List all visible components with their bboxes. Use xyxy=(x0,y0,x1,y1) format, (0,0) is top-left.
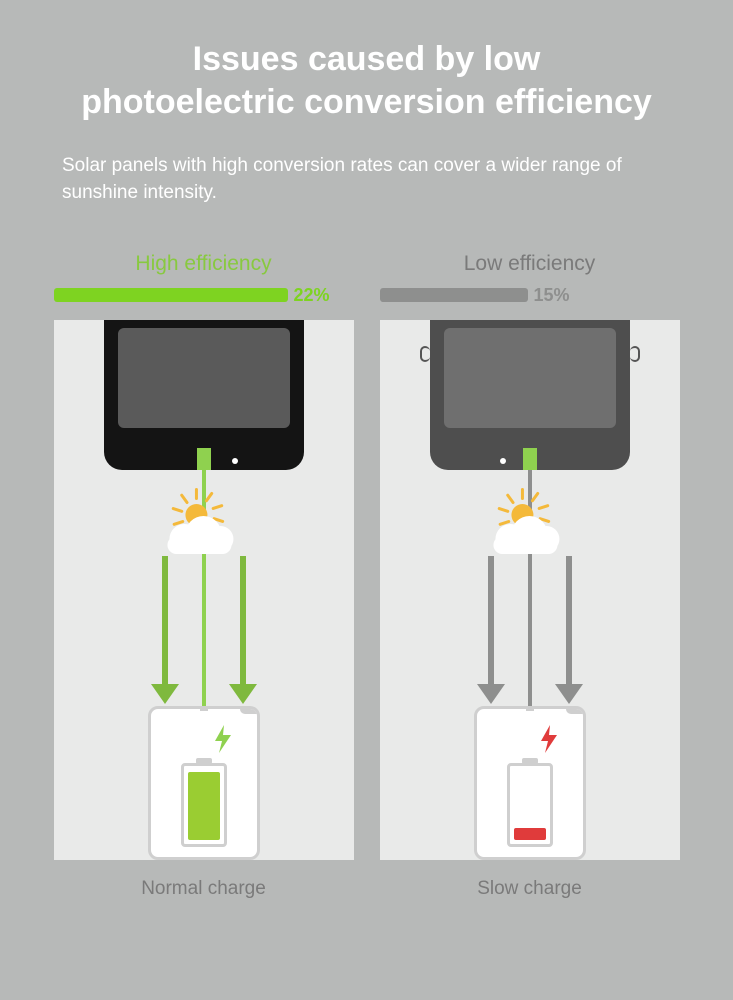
column-low-efficiency: Low efficiency 15% xyxy=(380,252,680,900)
phone-icon xyxy=(148,706,260,860)
phone-icon xyxy=(474,706,586,860)
arrows-down-icon xyxy=(144,556,264,712)
battery-icon xyxy=(507,763,553,847)
device-port-icon xyxy=(197,448,211,470)
bar-high xyxy=(54,288,288,302)
panel-low xyxy=(380,320,680,860)
weather-icon xyxy=(169,488,223,542)
percent-high: 22% xyxy=(294,285,330,306)
bar-low xyxy=(380,288,528,302)
device-led-icon xyxy=(500,458,506,464)
comparison-columns: High efficiency 22% xyxy=(40,252,693,900)
bolt-icon xyxy=(213,725,233,753)
page-title: Issues caused by lowphotoelectric conver… xyxy=(40,38,693,123)
percent-low: 15% xyxy=(534,285,570,306)
caption-high: Normal charge xyxy=(141,878,266,900)
bolt-icon xyxy=(539,725,559,753)
device-led-icon xyxy=(232,458,238,464)
battery-fill xyxy=(188,772,220,840)
label-high: High efficiency xyxy=(135,252,271,276)
cloud-icon xyxy=(489,514,561,552)
device-screen xyxy=(118,328,290,428)
plug-icon xyxy=(200,706,208,711)
page-subtitle: Solar panels with high conversion rates … xyxy=(62,153,671,206)
column-high-efficiency: High efficiency 22% xyxy=(54,252,354,900)
arrows-down-icon xyxy=(470,556,590,712)
cloud-icon xyxy=(163,514,235,552)
bar-row-high: 22% xyxy=(54,284,354,306)
plug-icon xyxy=(526,706,534,711)
caption-low: Slow charge xyxy=(477,878,582,900)
device-screen xyxy=(444,328,616,428)
weather-icon xyxy=(495,488,549,542)
bar-row-low: 15% xyxy=(380,284,680,306)
battery-fill xyxy=(514,828,546,840)
label-low: Low efficiency xyxy=(464,252,596,276)
battery-icon xyxy=(181,763,227,847)
infographic-page: Issues caused by lowphotoelectric conver… xyxy=(0,0,733,1000)
solar-panel-icon xyxy=(104,320,304,470)
panel-high xyxy=(54,320,354,860)
solar-panel-icon xyxy=(430,320,630,470)
device-port-icon xyxy=(523,448,537,470)
